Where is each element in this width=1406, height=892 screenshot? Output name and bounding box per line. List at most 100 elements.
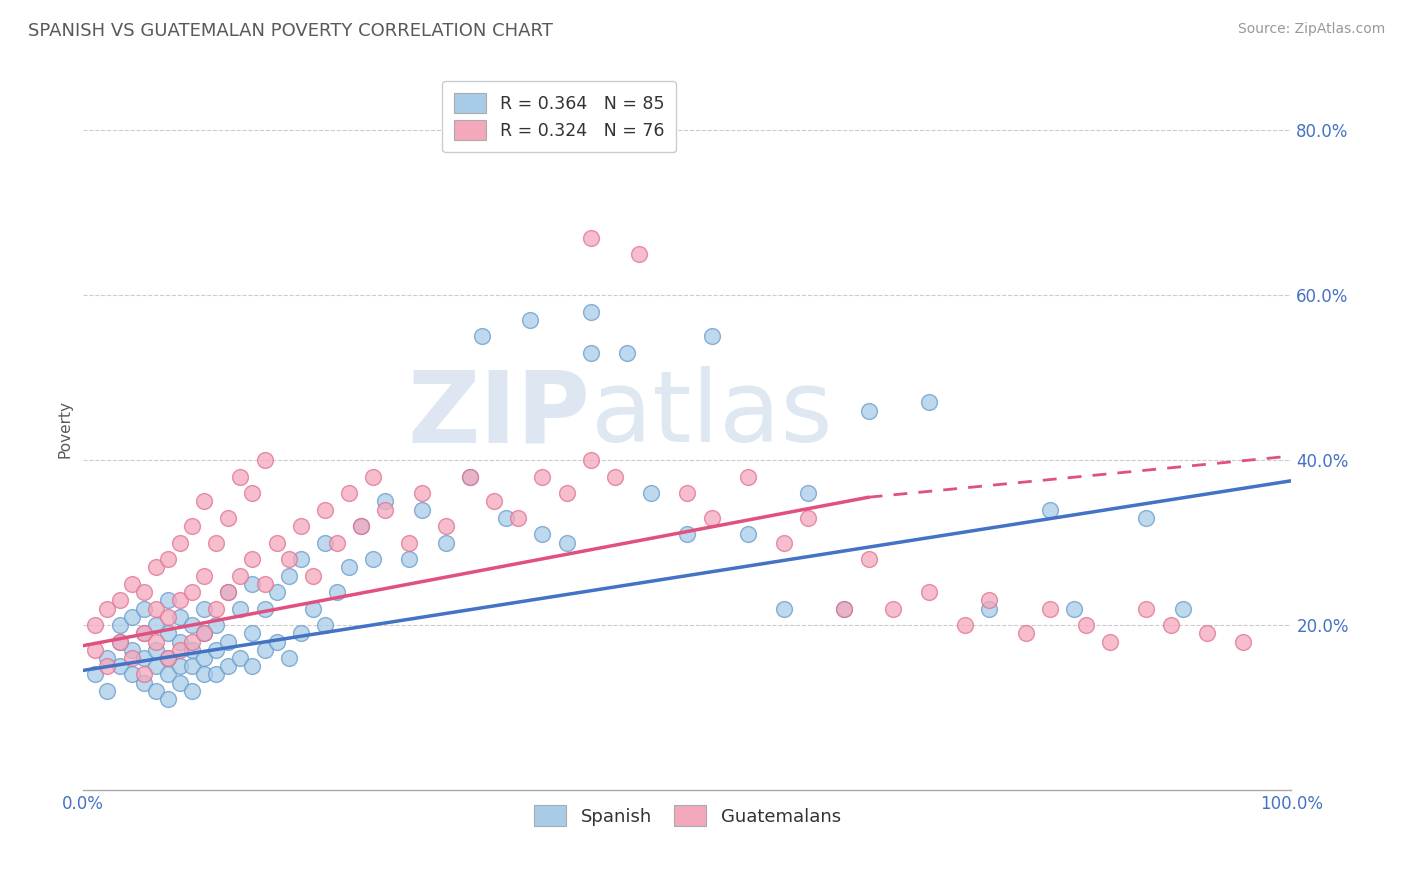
Point bbox=[132, 651, 155, 665]
Point bbox=[302, 601, 325, 615]
Text: ZIP: ZIP bbox=[408, 367, 591, 463]
Text: Source: ZipAtlas.com: Source: ZipAtlas.com bbox=[1237, 22, 1385, 37]
Point bbox=[229, 651, 252, 665]
Point bbox=[169, 609, 191, 624]
Legend: Spanish, Guatemalans: Spanish, Guatemalans bbox=[524, 796, 849, 835]
Point bbox=[145, 642, 167, 657]
Point bbox=[193, 651, 215, 665]
Point bbox=[217, 585, 239, 599]
Point bbox=[337, 486, 360, 500]
Point bbox=[603, 469, 626, 483]
Point bbox=[108, 634, 131, 648]
Point bbox=[326, 585, 349, 599]
Point bbox=[773, 601, 796, 615]
Point bbox=[628, 247, 651, 261]
Point bbox=[217, 511, 239, 525]
Point bbox=[277, 568, 299, 582]
Point bbox=[411, 502, 433, 516]
Point bbox=[302, 568, 325, 582]
Point bbox=[337, 560, 360, 574]
Point bbox=[1171, 601, 1194, 615]
Point bbox=[858, 552, 880, 566]
Point bbox=[1074, 618, 1097, 632]
Point bbox=[737, 527, 759, 541]
Point bbox=[700, 329, 723, 343]
Point bbox=[955, 618, 977, 632]
Point bbox=[156, 626, 179, 640]
Point bbox=[193, 494, 215, 508]
Point bbox=[1195, 626, 1218, 640]
Point bbox=[1039, 601, 1062, 615]
Point bbox=[169, 642, 191, 657]
Point bbox=[193, 626, 215, 640]
Point bbox=[169, 659, 191, 673]
Point bbox=[205, 601, 228, 615]
Point bbox=[121, 667, 143, 681]
Point bbox=[121, 609, 143, 624]
Point bbox=[555, 535, 578, 549]
Point bbox=[398, 552, 420, 566]
Point bbox=[700, 511, 723, 525]
Point bbox=[350, 519, 373, 533]
Point bbox=[253, 601, 276, 615]
Y-axis label: Poverty: Poverty bbox=[58, 401, 72, 458]
Point bbox=[458, 469, 481, 483]
Point bbox=[579, 304, 602, 318]
Point bbox=[773, 535, 796, 549]
Point bbox=[1135, 511, 1157, 525]
Point bbox=[1232, 634, 1254, 648]
Point bbox=[242, 576, 264, 591]
Point bbox=[156, 552, 179, 566]
Point bbox=[156, 609, 179, 624]
Point bbox=[145, 634, 167, 648]
Point bbox=[314, 502, 336, 516]
Point bbox=[797, 486, 820, 500]
Point bbox=[555, 486, 578, 500]
Point bbox=[616, 346, 638, 360]
Point bbox=[181, 684, 204, 698]
Point bbox=[108, 593, 131, 607]
Point bbox=[797, 511, 820, 525]
Point bbox=[132, 675, 155, 690]
Point bbox=[121, 576, 143, 591]
Point bbox=[979, 601, 1001, 615]
Point bbox=[169, 675, 191, 690]
Point bbox=[193, 667, 215, 681]
Point bbox=[374, 494, 396, 508]
Point bbox=[979, 593, 1001, 607]
Point bbox=[374, 502, 396, 516]
Point bbox=[398, 535, 420, 549]
Point bbox=[676, 527, 699, 541]
Point bbox=[266, 535, 288, 549]
Point bbox=[205, 535, 228, 549]
Point bbox=[290, 552, 312, 566]
Point bbox=[1160, 618, 1182, 632]
Point bbox=[156, 651, 179, 665]
Point bbox=[193, 626, 215, 640]
Point bbox=[156, 593, 179, 607]
Point bbox=[495, 511, 517, 525]
Point bbox=[205, 618, 228, 632]
Point bbox=[132, 601, 155, 615]
Point bbox=[579, 453, 602, 467]
Point bbox=[229, 601, 252, 615]
Point bbox=[253, 642, 276, 657]
Point bbox=[156, 651, 179, 665]
Point bbox=[1099, 634, 1122, 648]
Point bbox=[242, 552, 264, 566]
Point bbox=[361, 552, 384, 566]
Point bbox=[531, 527, 554, 541]
Point bbox=[169, 634, 191, 648]
Point bbox=[277, 651, 299, 665]
Point bbox=[277, 552, 299, 566]
Point bbox=[132, 626, 155, 640]
Point bbox=[858, 403, 880, 417]
Point bbox=[145, 601, 167, 615]
Point bbox=[290, 626, 312, 640]
Point bbox=[434, 519, 457, 533]
Point bbox=[482, 494, 505, 508]
Point bbox=[132, 626, 155, 640]
Point bbox=[314, 618, 336, 632]
Point bbox=[108, 618, 131, 632]
Point bbox=[737, 469, 759, 483]
